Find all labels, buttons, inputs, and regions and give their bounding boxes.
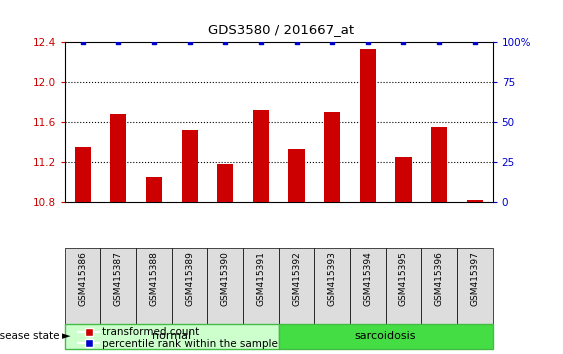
Point	[221, 40, 230, 45]
Text: disease state: disease state	[0, 331, 59, 341]
Point	[363, 40, 372, 45]
Bar	[253, 110, 269, 202]
Text: GSM415392: GSM415392	[292, 252, 301, 306]
Point	[78, 40, 87, 45]
Text: GSM415390: GSM415390	[221, 252, 230, 307]
Text: normal: normal	[152, 331, 191, 341]
Bar	[395, 157, 412, 202]
Bar	[279, 248, 314, 324]
Bar	[217, 164, 233, 202]
Bar	[386, 248, 421, 324]
Bar	[181, 130, 198, 202]
Point	[399, 40, 408, 45]
Text: GSM415395: GSM415395	[399, 252, 408, 307]
Text: sarcoidosis: sarcoidosis	[355, 331, 417, 341]
Bar	[65, 324, 279, 349]
Text: GSM415393: GSM415393	[328, 252, 337, 307]
Bar	[207, 248, 243, 324]
Point	[435, 40, 444, 45]
Text: GSM415394: GSM415394	[363, 252, 372, 306]
Text: GSM415391: GSM415391	[256, 252, 265, 307]
Bar	[74, 147, 91, 202]
Point	[185, 40, 194, 45]
Bar	[65, 248, 100, 324]
Text: GSM415397: GSM415397	[470, 252, 479, 307]
Legend: transformed count, percentile rank within the sample: transformed count, percentile rank withi…	[78, 327, 278, 349]
Bar	[457, 248, 493, 324]
Point	[114, 40, 123, 45]
Bar	[324, 112, 340, 202]
Bar	[110, 114, 126, 202]
Bar	[431, 127, 447, 202]
Point	[292, 40, 301, 45]
Text: GDS3580 / 201667_at: GDS3580 / 201667_at	[208, 23, 355, 36]
Point	[328, 40, 337, 45]
Bar	[360, 50, 376, 202]
Bar	[100, 248, 136, 324]
Bar	[314, 248, 350, 324]
Point	[149, 40, 158, 45]
Bar	[279, 324, 493, 349]
Bar	[146, 177, 162, 202]
Point	[256, 40, 265, 45]
Text: GSM415396: GSM415396	[435, 252, 444, 307]
Bar	[136, 248, 172, 324]
Text: GSM415389: GSM415389	[185, 252, 194, 307]
Bar	[172, 248, 207, 324]
Point	[470, 40, 479, 45]
Text: GSM415388: GSM415388	[149, 252, 158, 307]
Bar	[467, 200, 483, 202]
Bar	[350, 248, 386, 324]
Bar	[243, 248, 279, 324]
Bar	[288, 149, 305, 202]
Text: GSM415386: GSM415386	[78, 252, 87, 307]
Text: ►: ►	[62, 331, 70, 341]
Bar	[421, 248, 457, 324]
Text: GSM415387: GSM415387	[114, 252, 123, 307]
